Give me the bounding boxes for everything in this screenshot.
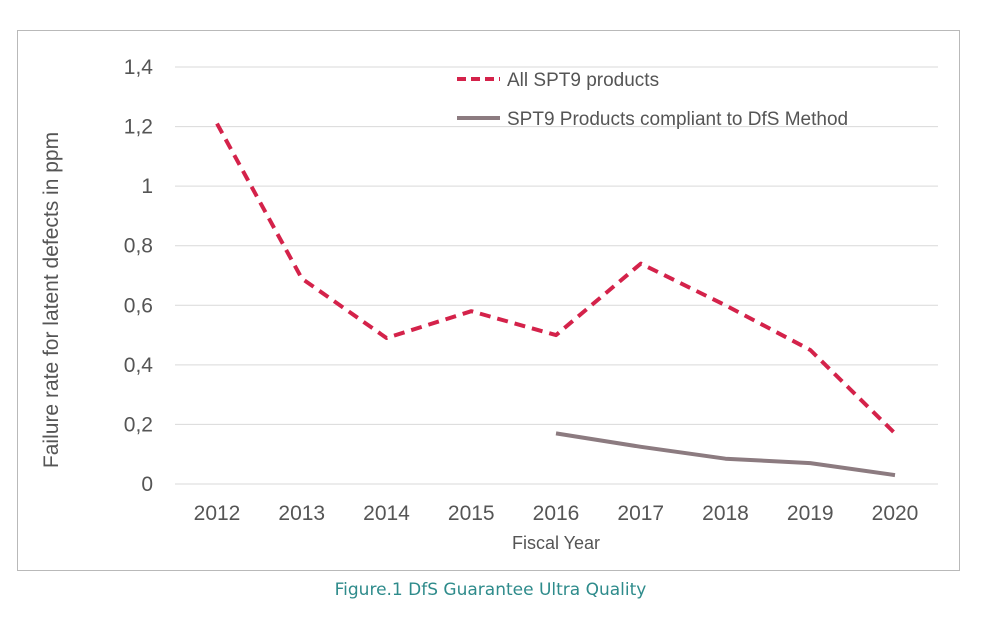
x-tick-label: 2020 (872, 502, 919, 525)
x-axis-title: Fiscal Year (512, 533, 600, 553)
y-tick-label: 0,8 (124, 235, 153, 258)
y-tick-labels: 0 0,2 0,4 0,6 0,8 1 1,2 1,4 (124, 56, 154, 496)
x-tick-label: 2017 (617, 502, 664, 525)
y-tick-label: 0 (141, 473, 153, 496)
x-tick-label: 2014 (363, 502, 410, 525)
series-lines (215, 122, 897, 478)
x-tick-label: 2013 (278, 502, 325, 525)
y-tick-label: 0,2 (124, 413, 153, 436)
legend: All SPT9 products SPT9 Products compliant… (457, 70, 848, 130)
x-tick-label: 2012 (194, 502, 241, 525)
y-tick-label: 0,4 (124, 354, 154, 377)
y-tick-label: 1,4 (124, 56, 154, 79)
grid-lines (175, 66, 938, 485)
x-tick-label: 2016 (533, 502, 580, 525)
y-tick-label: 1,2 (124, 116, 153, 139)
y-tick-label: 1 (141, 175, 153, 198)
figure-caption: Figure.1 DfS Guarantee Ultra Quality (334, 580, 647, 600)
legend-label: SPT9 Products compliant to DfS Method (507, 109, 848, 130)
chart-frame (17, 30, 960, 571)
series-line-1 (215, 122, 897, 435)
legend-label: All SPT9 products (507, 70, 659, 91)
x-tick-label: 2019 (787, 502, 834, 525)
y-axis-title: Failure rate for latent defects in ppm (40, 132, 63, 468)
x-tick-label: 2015 (448, 502, 495, 525)
series-line-2 (555, 431, 896, 478)
y-tick-label: 0,6 (124, 294, 153, 317)
x-tick-label: 2018 (702, 502, 749, 525)
x-tick-labels: 2012 2013 2014 2015 2016 2017 2018 2019 2020 (194, 502, 919, 525)
